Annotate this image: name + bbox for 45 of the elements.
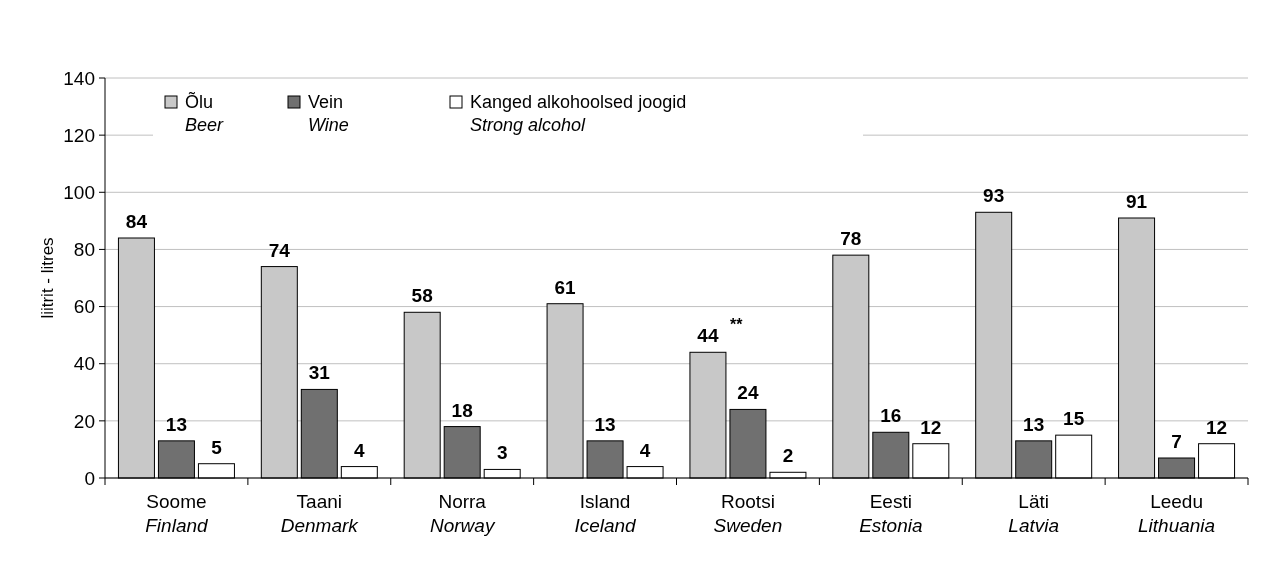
- y-tick-label: 0: [84, 467, 95, 489]
- data-label: 31: [308, 362, 331, 384]
- x-tick-label: Rootsi Sweden: [713, 491, 783, 536]
- x-tick-label: Eesti Estonia: [859, 491, 923, 536]
- y-tick-label: 80: [73, 239, 95, 261]
- data-label: 78: [840, 228, 862, 250]
- x-tick-label: Island Iceland: [574, 491, 638, 536]
- data-label: 2: [782, 445, 794, 467]
- data-label: 91: [1125, 191, 1148, 212]
- data-label: 13: [594, 413, 616, 435]
- data-label: 18: [451, 399, 473, 421]
- x-tick-label: Taani Denmark: [280, 491, 360, 536]
- y-tick-label: 120: [63, 124, 95, 146]
- x-tick-label: Norra Norway: [429, 491, 496, 536]
- legend-label: Kanged alkohoolsed joogid Strong alcohol: [470, 92, 687, 135]
- data-label: 3: [496, 442, 508, 464]
- data-label: 16: [880, 405, 902, 427]
- y-tick-label: 40: [73, 353, 95, 375]
- annotation: **: [729, 316, 744, 334]
- data-label: 12: [920, 416, 942, 438]
- legend-label: Vein Wine: [308, 92, 349, 135]
- data-label: 4: [639, 439, 651, 461]
- legend-label: Õlu Beer: [185, 91, 225, 135]
- data-label: 61: [554, 276, 577, 298]
- data-label: 74: [268, 239, 291, 261]
- data-label: 7: [1171, 431, 1182, 452]
- data-label: 93: [983, 185, 1005, 207]
- data-label: 13: [165, 413, 188, 435]
- data-label: 24: [737, 382, 759, 404]
- data-label: 44: [697, 325, 719, 347]
- data-label: 4: [354, 439, 366, 461]
- y-tick-label: 20: [73, 410, 95, 432]
- data-label: 15: [1063, 408, 1085, 430]
- y-tick-label: 140: [63, 67, 95, 89]
- data-label: 5: [211, 436, 223, 458]
- data-label: 84: [125, 211, 148, 232]
- data-label: 58: [411, 285, 433, 307]
- y-axis-title: liitrit - litres: [38, 237, 57, 319]
- x-tick-label: Leedu Lithuania: [1138, 491, 1216, 536]
- x-tick-label: Läti Latvia: [1008, 491, 1060, 536]
- data-label: 13: [1023, 413, 1045, 435]
- y-tick-label: 100: [63, 181, 95, 203]
- x-tick-label: Soome Finland: [145, 491, 210, 536]
- data-label: 12: [1205, 416, 1228, 438]
- y-tick-label: 60: [73, 296, 95, 318]
